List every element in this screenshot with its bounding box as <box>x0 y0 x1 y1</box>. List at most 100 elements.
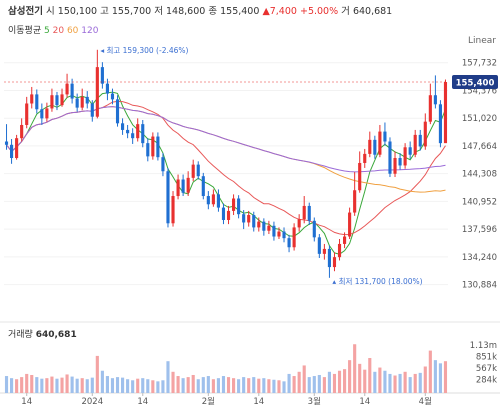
candle-body <box>332 257 337 268</box>
volume-bar <box>85 379 89 393</box>
candle-body <box>20 124 24 139</box>
volume-label: 거 <box>341 6 350 17</box>
x-tick-label: 2024 <box>81 397 103 407</box>
volume-bar <box>10 378 14 393</box>
volume-bar <box>232 378 236 393</box>
volume-bar <box>332 373 337 393</box>
candle-body <box>272 225 276 237</box>
volume-bar <box>171 371 175 393</box>
volume-bar <box>327 371 331 393</box>
candle-body <box>161 157 165 172</box>
candle-body <box>10 144 14 159</box>
candle-body <box>141 124 145 144</box>
candle-body <box>383 131 387 142</box>
candle-body <box>156 136 160 158</box>
change-percent: +5.00% <box>299 6 339 17</box>
volume-bar <box>60 377 64 393</box>
candle-body <box>40 109 44 119</box>
volume-bar <box>115 377 120 393</box>
candle-body <box>363 153 367 163</box>
volume-bar <box>65 374 69 393</box>
ma20-legend[interactable]: 20 <box>52 26 65 36</box>
candle-body <box>30 94 34 104</box>
candle-body <box>90 103 94 117</box>
ma5-line <box>6 91 446 255</box>
candle-body <box>438 104 442 144</box>
volume-bar <box>287 373 291 393</box>
volume-bar <box>322 377 326 393</box>
scale-mode-toggle[interactable]: Linear <box>468 36 496 46</box>
volume-bar <box>20 377 24 393</box>
candle-body <box>100 67 104 84</box>
volume-bar <box>15 379 19 393</box>
change-value: ▲7,400 <box>262 6 297 17</box>
volume-bar <box>70 376 74 393</box>
volume-bar <box>211 379 215 393</box>
ma120-line <box>6 106 446 173</box>
candle-body <box>322 248 326 254</box>
current-price-label: 155,400 <box>456 79 495 89</box>
volume-bar <box>50 376 54 393</box>
candle-body <box>287 238 291 248</box>
candle-body <box>443 82 448 144</box>
volume-bar <box>146 379 150 393</box>
volume-bar <box>348 360 352 393</box>
volume-bar <box>131 380 135 393</box>
volume-bar <box>110 378 115 393</box>
candle-body <box>60 94 64 106</box>
volume-bar <box>161 380 165 393</box>
candle-body <box>257 221 261 228</box>
volume-bar <box>136 378 140 393</box>
candle-body <box>80 96 84 108</box>
x-tick-label: 4월 <box>419 396 432 407</box>
volume-bar <box>388 373 392 393</box>
volume-bar <box>267 379 271 393</box>
volume-bar <box>35 377 39 393</box>
moving-average-legend[interactable]: 이동평균 5 20 60 120 <box>8 23 98 36</box>
candle-body <box>226 210 231 220</box>
candle-body <box>115 99 120 124</box>
candle-body <box>201 176 205 197</box>
price-tick-label: 144,308 <box>462 170 497 180</box>
candle-body <box>35 94 39 110</box>
candle-body <box>211 194 215 205</box>
candle-body <box>277 231 281 237</box>
ma120-legend[interactable]: 120 <box>81 26 99 36</box>
volume-panel-header: 거래량 640,681 <box>8 327 77 340</box>
close-value: 155,400 <box>220 6 260 17</box>
volume-bar <box>393 375 397 393</box>
candle-body <box>4 141 9 145</box>
candle-body <box>166 171 170 224</box>
x-tick-label: 14 <box>21 397 32 407</box>
candle-body <box>105 83 109 94</box>
candle-body <box>413 134 417 155</box>
volume-bar <box>383 370 387 393</box>
x-tick-label: 14 <box>359 397 370 407</box>
candle-body <box>433 95 437 105</box>
candle-body <box>297 219 301 228</box>
candle-body <box>307 205 311 221</box>
candle-body <box>398 158 402 166</box>
ma5-legend[interactable]: 5 <box>44 26 50 36</box>
volume-bar <box>100 370 104 393</box>
volume-bar <box>45 378 49 393</box>
volume-bar <box>433 360 437 393</box>
x-tick-label: 14 <box>137 397 148 407</box>
candle-body <box>292 227 296 248</box>
candle-body <box>206 196 210 205</box>
volume-bar <box>105 376 109 393</box>
candle-body <box>232 198 236 211</box>
volume-bar <box>186 377 190 393</box>
high-value: 155,700 <box>111 6 152 17</box>
candle-body <box>85 96 89 104</box>
volume-bar <box>156 381 160 393</box>
volume-bar <box>398 373 402 393</box>
stock-name: 삼성전기 <box>8 6 43 17</box>
volume-bar <box>413 373 417 393</box>
volume-bar <box>247 378 251 393</box>
price-tick-label: 151,020 <box>462 114 497 124</box>
candle-body <box>343 236 347 244</box>
ma60-legend[interactable]: 60 <box>66 26 79 36</box>
price-tick-label: 134,240 <box>462 253 497 263</box>
